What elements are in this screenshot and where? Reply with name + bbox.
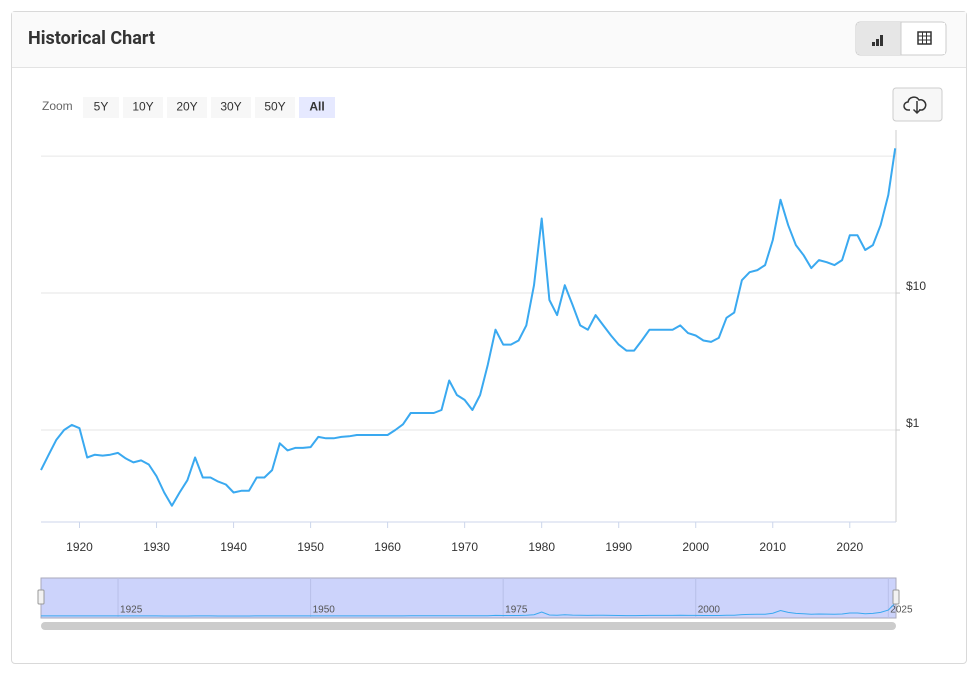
- title: Historical Chart: [28, 28, 155, 49]
- zoom-option: All: [309, 100, 324, 114]
- zoom-label: Zoom: [42, 99, 73, 113]
- card: Historical Chart: [11, 11, 967, 664]
- x-tick-label: 1930: [143, 540, 170, 554]
- x-tick-label: 1990: [605, 540, 632, 554]
- zoom-button[interactable]: [211, 97, 251, 118]
- navigator-handle[interactable]: [37, 589, 45, 605]
- zoom-option: 5Y: [94, 100, 109, 114]
- navigator-tick-label: 2025: [890, 605, 913, 616]
- navigator-tick-label: 1925: [120, 605, 143, 616]
- price-line: [40, 148, 897, 507]
- zoom-button[interactable]: [83, 97, 119, 118]
- zoom-button[interactable]: [255, 97, 295, 118]
- download-button[interactable]: [892, 87, 943, 122]
- x-tick-label: 1970: [451, 540, 478, 554]
- navigator-tick-label: 1975: [505, 605, 528, 616]
- x-tick-label: 1980: [528, 540, 555, 554]
- zoom-button[interactable]: [123, 97, 163, 118]
- x-tick-label: 1950: [297, 540, 324, 554]
- x-tick-label: 1960: [374, 540, 401, 554]
- zoom-option: 50Y: [264, 100, 285, 114]
- chart-view-button[interactable]: [857, 23, 901, 54]
- y-tick-label: $10: [906, 279, 926, 293]
- zoom-button[interactable]: [167, 97, 207, 118]
- view-toggle: [855, 21, 947, 56]
- zoom-button[interactable]: [299, 97, 335, 118]
- header: Historical Chart: [12, 12, 966, 68]
- x-tick-label: 2010: [759, 540, 786, 554]
- table-view-button[interactable]: [902, 23, 945, 54]
- navigator-tick-label: 1950: [313, 605, 336, 616]
- zoom-option: 30Y: [220, 100, 241, 114]
- x-tick-label: 1920: [66, 540, 93, 554]
- x-tick-label: 2020: [836, 540, 863, 554]
- navigator-line: [41, 602, 896, 617]
- x-tick-label: 2000: [682, 540, 709, 554]
- navigator-range[interactable]: [40, 577, 897, 619]
- zoom-option: 10Y: [132, 100, 153, 114]
- x-tick-label: 1940: [220, 540, 247, 554]
- zoom-option: 20Y: [176, 100, 197, 114]
- navigator-handle[interactable]: [892, 589, 900, 605]
- y-tick-label: $1: [906, 416, 920, 430]
- navigator-tick-label: 2000: [698, 605, 721, 616]
- scrollbar[interactable]: [41, 622, 896, 630]
